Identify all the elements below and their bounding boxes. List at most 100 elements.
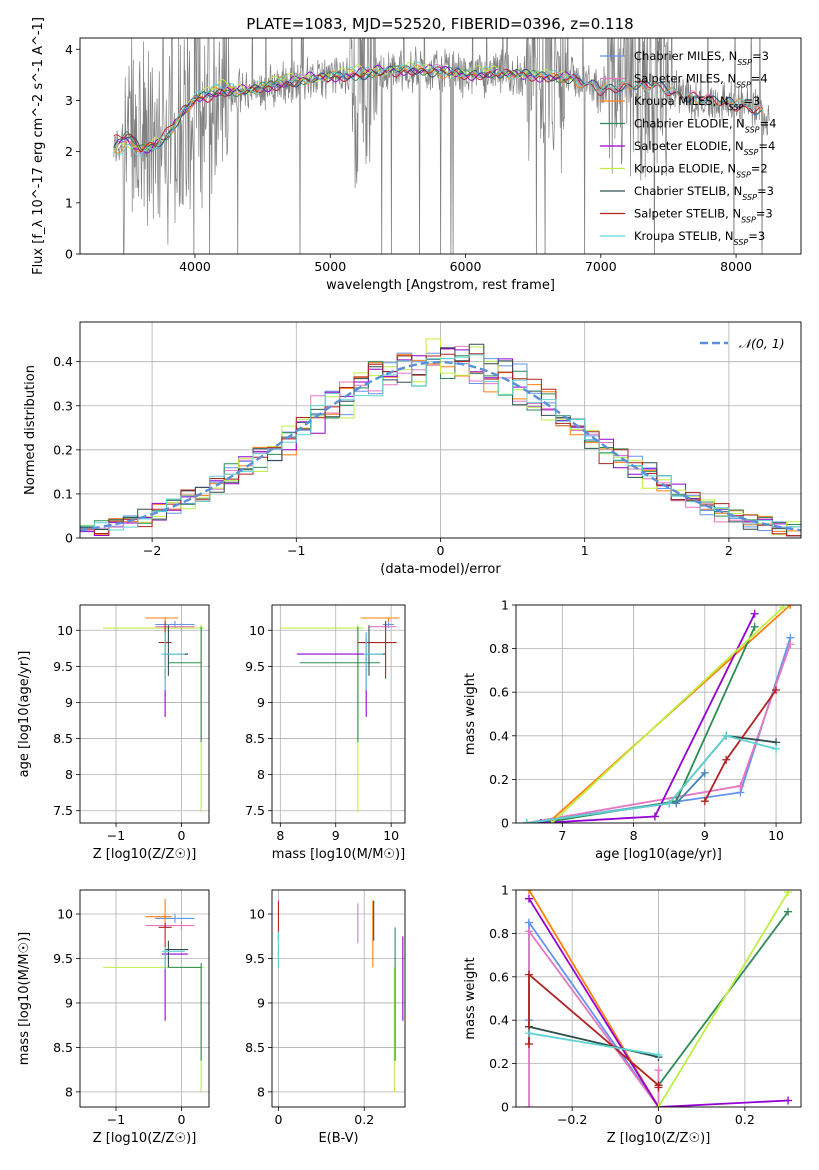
legend-value: =3 <box>748 229 765 243</box>
y-tick-label: 10 <box>57 907 73 922</box>
axes-frame <box>79 604 210 824</box>
y-tick-label: 10 <box>57 623 73 638</box>
residuals-panel: −2 −1 0 1 2 0 0.1 0.2 0.3 0.4 (data-model)/error No… <box>23 321 802 577</box>
data-point-marker <box>654 1103 663 1107</box>
x-tick-label: 8 <box>630 828 638 843</box>
data-point-marker <box>672 799 681 808</box>
y-tick-label: 10 <box>249 623 265 638</box>
y-axis-label: Flux [f_λ 10^-17 erg cm^-2 s^-1 A^-1] <box>31 17 46 275</box>
y-tick-label: 0 <box>65 247 73 262</box>
legend-subscript: SSP <box>736 80 751 89</box>
legend-value: =3 <box>752 49 769 63</box>
data-point-marker <box>750 609 759 618</box>
y-tick-label: 8.5 <box>245 1040 265 1055</box>
data-point-marker <box>784 890 793 897</box>
y-tick-label: 0.8 <box>489 926 509 941</box>
y-tick-label: 9.5 <box>53 659 73 674</box>
data-point-marker <box>524 927 533 936</box>
x-tick-label: −1 <box>107 828 125 843</box>
x-axis-label: age [log10(age/yr)] <box>595 847 722 862</box>
y-tick-label: 8.5 <box>245 731 265 746</box>
y-tick-label: 0.2 <box>489 1056 509 1071</box>
legend-value: =4 <box>760 117 777 131</box>
plot-area <box>516 890 801 1107</box>
axes-frame <box>515 604 802 824</box>
mass-weight-line <box>528 1032 659 1056</box>
spectrum-panel: 4000 5000 6000 7000 8000 0 1 2 3 4 wavelength [Ang… <box>31 17 802 293</box>
data-point-marker <box>779 605 788 612</box>
x-tick-label: 6000 <box>450 259 482 274</box>
data-point-marker <box>700 797 709 806</box>
y-axis-label: mass weight <box>463 673 478 755</box>
axes-frame <box>79 321 802 539</box>
y-tick-label: 8 <box>257 767 265 782</box>
y-tick-label: 4 <box>65 42 73 57</box>
x-axis-label: Z [log10(Z/Z☉)] <box>93 1131 197 1146</box>
x-tick-label: 9 <box>332 828 340 843</box>
y-tick-label: 0 <box>501 1100 509 1115</box>
data-point-marker <box>736 781 745 790</box>
x-tick-label: 0 <box>437 543 445 558</box>
axes-frame <box>515 889 802 1108</box>
legend-value: =3 <box>743 94 760 108</box>
y-tick-label: 8.5 <box>53 731 73 746</box>
x-tick-label: 0 <box>178 828 186 843</box>
age-vs-mass-panel: 8 9 10 7.5 8 8.5 9 9.5 10 mass [log10(M/M☉)] <box>245 604 406 862</box>
y-tick-label: 0.2 <box>53 442 73 457</box>
legend-value: =2 <box>751 162 768 176</box>
age-vs-metallicity-panel: −1 0 7.5 8 8.5 9 9.5 10 Z [log10(Z/Z☉)] age [log1… <box>17 604 210 862</box>
data-point-marker <box>722 731 731 740</box>
y-axis-label: mass [log10(M/M☉)] <box>17 932 32 1065</box>
y-tick-label: 10 <box>249 907 265 922</box>
y-tick-label: 0.8 <box>489 641 509 656</box>
y-tick-label: 9.5 <box>245 951 265 966</box>
x-tick-label: 0 <box>274 1112 282 1127</box>
legend-value: =4 <box>758 139 775 153</box>
legend-label: Chabrier MILES, NSSP=3 <box>634 49 769 67</box>
gaussian-curve <box>80 360 801 532</box>
mass-vs-extinction-panel: 0 0.2 8 8.5 9 9.5 10 E(B-V) <box>245 889 406 1146</box>
data-point-marker <box>772 686 781 695</box>
model-series-line <box>113 61 574 152</box>
x-tick-label: −2 <box>143 543 161 558</box>
mass-weight-line <box>657 891 789 1107</box>
legend-label: Chabrier STELIB, NSSP=3 <box>634 184 774 202</box>
spectrum-legend: Chabrier MILES, NSSP=3 Salpeter MILES, NS… <box>600 49 776 247</box>
y-tick-label: 9 <box>65 995 73 1010</box>
y-tick-label: 9.5 <box>245 659 265 674</box>
data-point-marker <box>524 894 533 903</box>
x-axis-label: wavelength [Angstrom, rest frame] <box>326 278 555 293</box>
x-axis-label: mass [log10(M/M☉)] <box>272 847 405 862</box>
mass-weight-line <box>528 898 789 1107</box>
x-axis-label: (data-model)/error <box>380 562 501 577</box>
data-point-marker <box>524 1040 533 1049</box>
data-point-marker <box>722 755 731 764</box>
data-point-marker <box>524 970 533 979</box>
data-point-marker <box>786 605 795 609</box>
x-tick-label: 10 <box>768 828 784 843</box>
legend-label: Chabrier ELODIE, NSSP=4 <box>634 117 776 135</box>
x-tick-label: 4000 <box>179 259 211 274</box>
legend-subscript: SSP <box>742 193 757 202</box>
y-tick-label: 0.4 <box>489 728 509 743</box>
plot-area <box>113 38 770 254</box>
data-point-marker <box>700 768 709 777</box>
model-series-line <box>113 66 764 153</box>
data-point-marker <box>665 799 674 808</box>
mass-weight-line <box>550 606 784 823</box>
x-tick-label: 7000 <box>585 259 617 274</box>
x-tick-label: 0.2 <box>354 1112 374 1127</box>
x-axis-label: Z [log10(Z/Z☉)] <box>607 1131 711 1146</box>
x-tick-label: 0 <box>178 1112 186 1127</box>
model-series-line <box>113 61 764 157</box>
mass-weight-line <box>675 772 706 805</box>
y-tick-label: 9.5 <box>53 951 73 966</box>
legend-value: =3 <box>756 207 773 221</box>
y-tick-label: 8 <box>65 767 73 782</box>
y-tick-label: 2 <box>65 144 73 159</box>
mass-vs-metallicity-panel: −1 0 8 8.5 9 9.5 10 Z [log10(Z/Z☉)] mass [log10(… <box>17 889 210 1146</box>
y-tick-label: 0.3 <box>53 398 73 413</box>
legend-value: =4 <box>751 72 768 86</box>
axes-frame <box>79 37 802 255</box>
